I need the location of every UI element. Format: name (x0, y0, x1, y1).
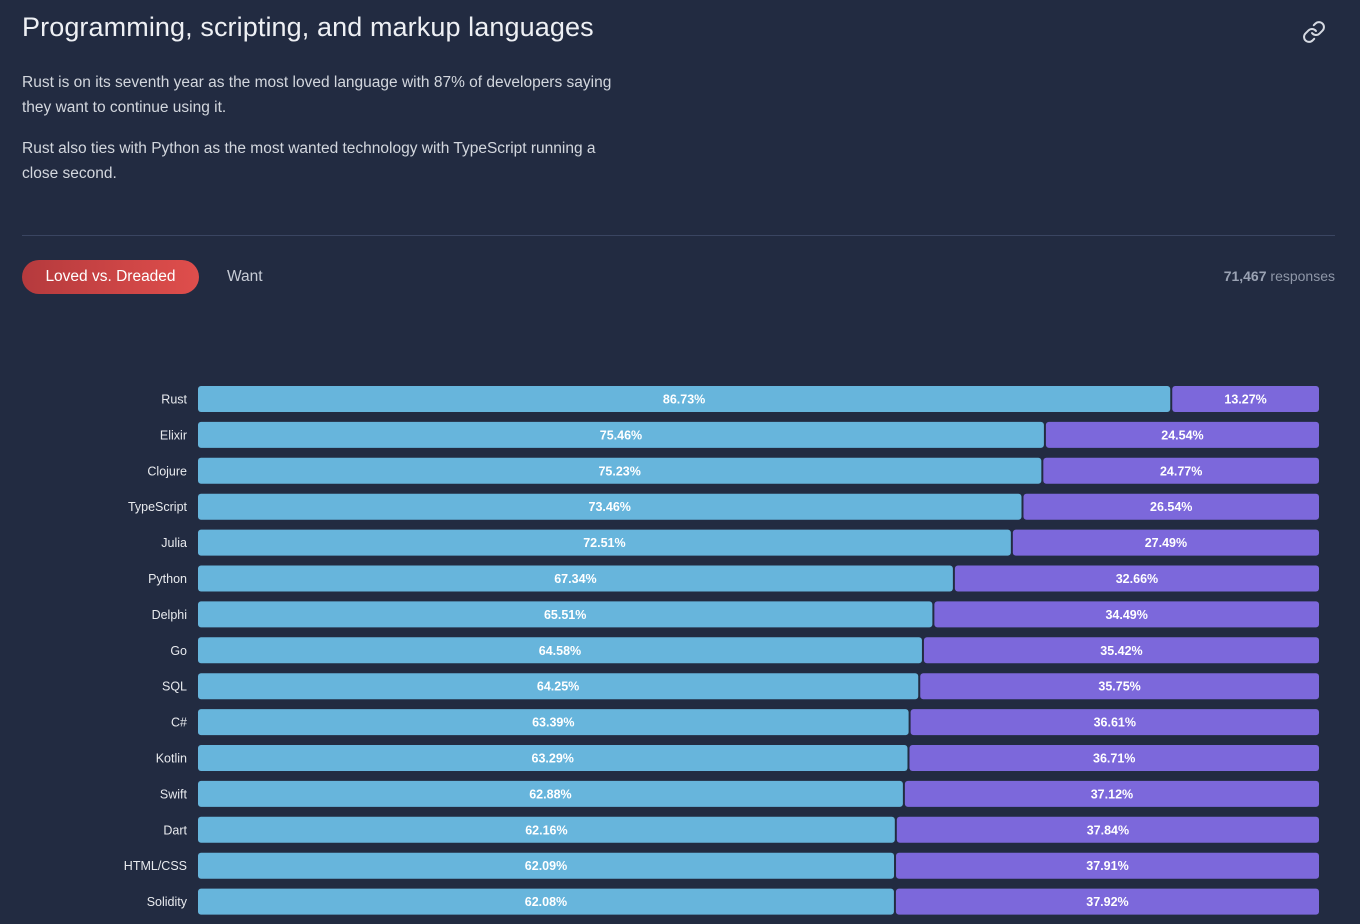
loved-bar[interactable] (198, 421, 1044, 448)
dreaded-value-label: 37.12% (1091, 787, 1133, 801)
dreaded-value-label: 26.54% (1150, 500, 1192, 514)
tab-want[interactable]: Want (227, 260, 287, 294)
category-label: Julia (161, 536, 187, 550)
loved-bar[interactable] (198, 709, 909, 736)
dreaded-value-label: 24.77% (1160, 464, 1202, 478)
category-label: Solidity (147, 895, 188, 909)
dreaded-bar[interactable] (909, 745, 1319, 771)
loved-bar[interactable] (198, 601, 933, 628)
loved-bar[interactable] (198, 673, 919, 700)
dreaded-bar[interactable] (896, 852, 1319, 879)
category-label: Dart (163, 823, 187, 837)
dreaded-bar[interactable] (910, 709, 1319, 736)
dreaded-bar[interactable] (1012, 529, 1319, 556)
dreaded-value-label: 35.42% (1100, 644, 1142, 658)
loved-bar[interactable] (198, 529, 1011, 556)
loved-value-label: 62.16% (525, 823, 567, 837)
loved-bar[interactable] (198, 780, 903, 807)
category-label: Python (148, 572, 187, 586)
category-label: TypeScript (128, 500, 188, 514)
dreaded-value-label: 37.84% (1087, 823, 1129, 837)
loved-value-label: 65.51% (544, 608, 586, 622)
dreaded-value-label: 37.91% (1086, 859, 1128, 873)
category-label: C# (171, 716, 187, 730)
loved-bar[interactable] (198, 637, 922, 664)
dreaded-bar[interactable] (920, 673, 1319, 700)
category-label: Go (170, 644, 187, 658)
loved-value-label: 62.88% (529, 787, 571, 801)
category-label: Swift (160, 787, 188, 801)
loved-bar[interactable] (198, 745, 908, 771)
category-label: SQL (162, 680, 187, 694)
dreaded-bar[interactable] (1023, 493, 1319, 520)
dreaded-value-label: 27.49% (1145, 536, 1187, 550)
intro-paragraph: Rust is on its seventh year as the most … (22, 74, 612, 116)
dreaded-bar[interactable] (1045, 421, 1319, 448)
dreaded-bar[interactable] (954, 565, 1319, 592)
loved-value-label: 63.39% (532, 716, 574, 730)
dreaded-bar[interactable] (923, 637, 1319, 664)
responses-number: 71,467 (1223, 268, 1267, 284)
loved-value-label: 72.51% (583, 536, 625, 550)
responses-label: responses (1270, 268, 1335, 284)
category-label: Clojure (147, 464, 187, 478)
section-divider (22, 235, 1335, 236)
loved-value-label: 62.08% (525, 895, 567, 909)
second-paragraph: Rust also ties with Python as the most w… (22, 140, 596, 182)
category-label: HTML/CSS (124, 859, 187, 873)
category-label: Kotlin (156, 752, 187, 766)
loved-value-label: 67.34% (554, 572, 596, 586)
category-label: Elixir (160, 428, 187, 442)
dreaded-value-label: 13.27% (1224, 393, 1266, 407)
loved-bar[interactable] (198, 457, 1042, 484)
dreaded-value-label: 24.54% (1161, 428, 1203, 442)
loved-value-label: 64.58% (539, 644, 581, 658)
dreaded-bar[interactable] (896, 816, 1319, 843)
dreaded-value-label: 34.49% (1105, 608, 1147, 622)
dreaded-value-label: 36.71% (1093, 752, 1135, 766)
dreaded-value-label: 32.66% (1116, 572, 1158, 586)
loved-value-label: 62.09% (525, 859, 567, 873)
responses-count: 71,467 responses (1224, 268, 1335, 284)
loved-bar[interactable] (198, 816, 895, 843)
loved-bar[interactable] (198, 852, 895, 879)
dreaded-bar[interactable] (895, 888, 1319, 915)
dreaded-bar[interactable] (934, 601, 1319, 628)
category-label: Rust (161, 393, 187, 407)
section-title: Programming, scripting, and markup langu… (22, 12, 594, 42)
dreaded-value-label: 37.92% (1086, 895, 1128, 909)
dreaded-bar[interactable] (904, 780, 1319, 807)
link-icon[interactable] (1302, 20, 1326, 44)
loved-value-label: 63.29% (532, 752, 574, 766)
loved-value-label: 75.23% (598, 464, 640, 478)
category-label: Delphi (152, 608, 187, 622)
loved-value-label: 86.73% (663, 393, 705, 407)
loved-bar[interactable] (198, 386, 1171, 412)
loved-bar[interactable] (198, 888, 894, 915)
tab-loved-vs-dreaded[interactable]: Loved vs. Dreaded (22, 260, 199, 294)
dreaded-value-label: 35.75% (1098, 680, 1140, 694)
loved-value-label: 64.25% (537, 680, 579, 694)
dreaded-value-label: 36.61% (1094, 716, 1136, 730)
loved-bar[interactable] (198, 493, 1022, 520)
loved-value-label: 73.46% (589, 500, 631, 514)
loved-bar[interactable] (198, 565, 953, 592)
dreaded-bar[interactable] (1043, 457, 1319, 484)
loved-value-label: 75.46% (600, 428, 642, 442)
dreaded-bar[interactable] (1172, 386, 1319, 412)
